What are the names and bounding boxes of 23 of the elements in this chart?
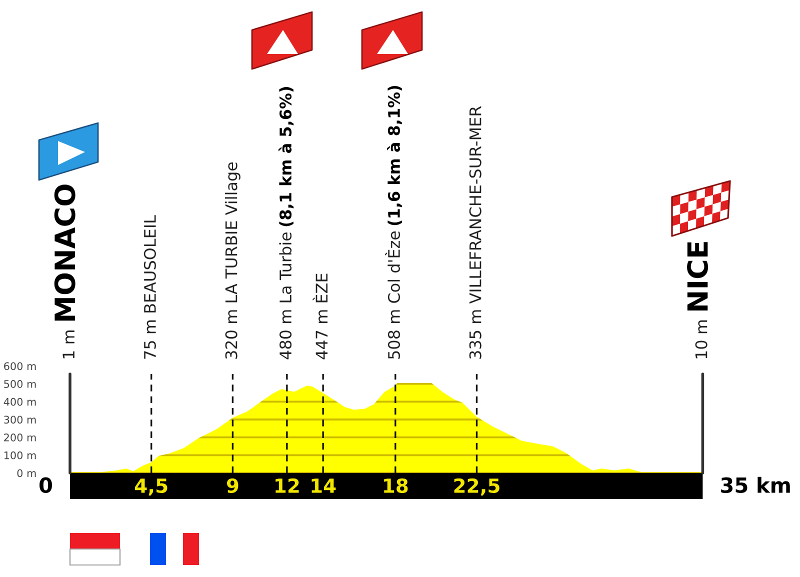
y-tick-label: 500 m bbox=[4, 380, 36, 388]
ref-line-label: 10 m NICE bbox=[687, 242, 708, 358]
x-tick-label: 4,5 bbox=[135, 478, 168, 496]
annotation: 35 km bbox=[721, 476, 790, 494]
y-tick-label: 400 m bbox=[4, 398, 36, 406]
x-tick-label: 22,5 bbox=[454, 478, 500, 496]
ref-line-label: 480 m La Turbie (8,1 km à 5,6%) bbox=[278, 87, 294, 360]
y-tick-label: 100 m bbox=[4, 451, 36, 460]
x-tick-label: 9 bbox=[226, 478, 238, 494]
x-tick-label: 14 bbox=[312, 478, 336, 493]
ref-line-label: 320 m LA TURBIE Village bbox=[224, 162, 240, 359]
y-tick-label: 600 m bbox=[4, 362, 36, 370]
y-tick-label: 0 m bbox=[17, 469, 36, 478]
ref-line-label: 1 m MONACO bbox=[54, 184, 76, 358]
y-tick-label: 200 m bbox=[4, 434, 36, 442]
ref-line-label: 508 m Col d'Èze (1,6 km à 8,1%) bbox=[385, 86, 402, 359]
x-tick-label: 18 bbox=[384, 478, 408, 494]
ref-line-label: 75 m BEAUSOLEIL bbox=[144, 215, 156, 359]
y-tick-label: 300 m bbox=[4, 416, 36, 424]
ref-line-label: 335 m VILLEFRANCHE-SUR-MER bbox=[469, 106, 482, 359]
annotation: 0 bbox=[40, 477, 52, 494]
ref-line-label: 447 m ÈZE bbox=[312, 274, 328, 360]
x-tick-label: 12 bbox=[276, 478, 299, 493]
